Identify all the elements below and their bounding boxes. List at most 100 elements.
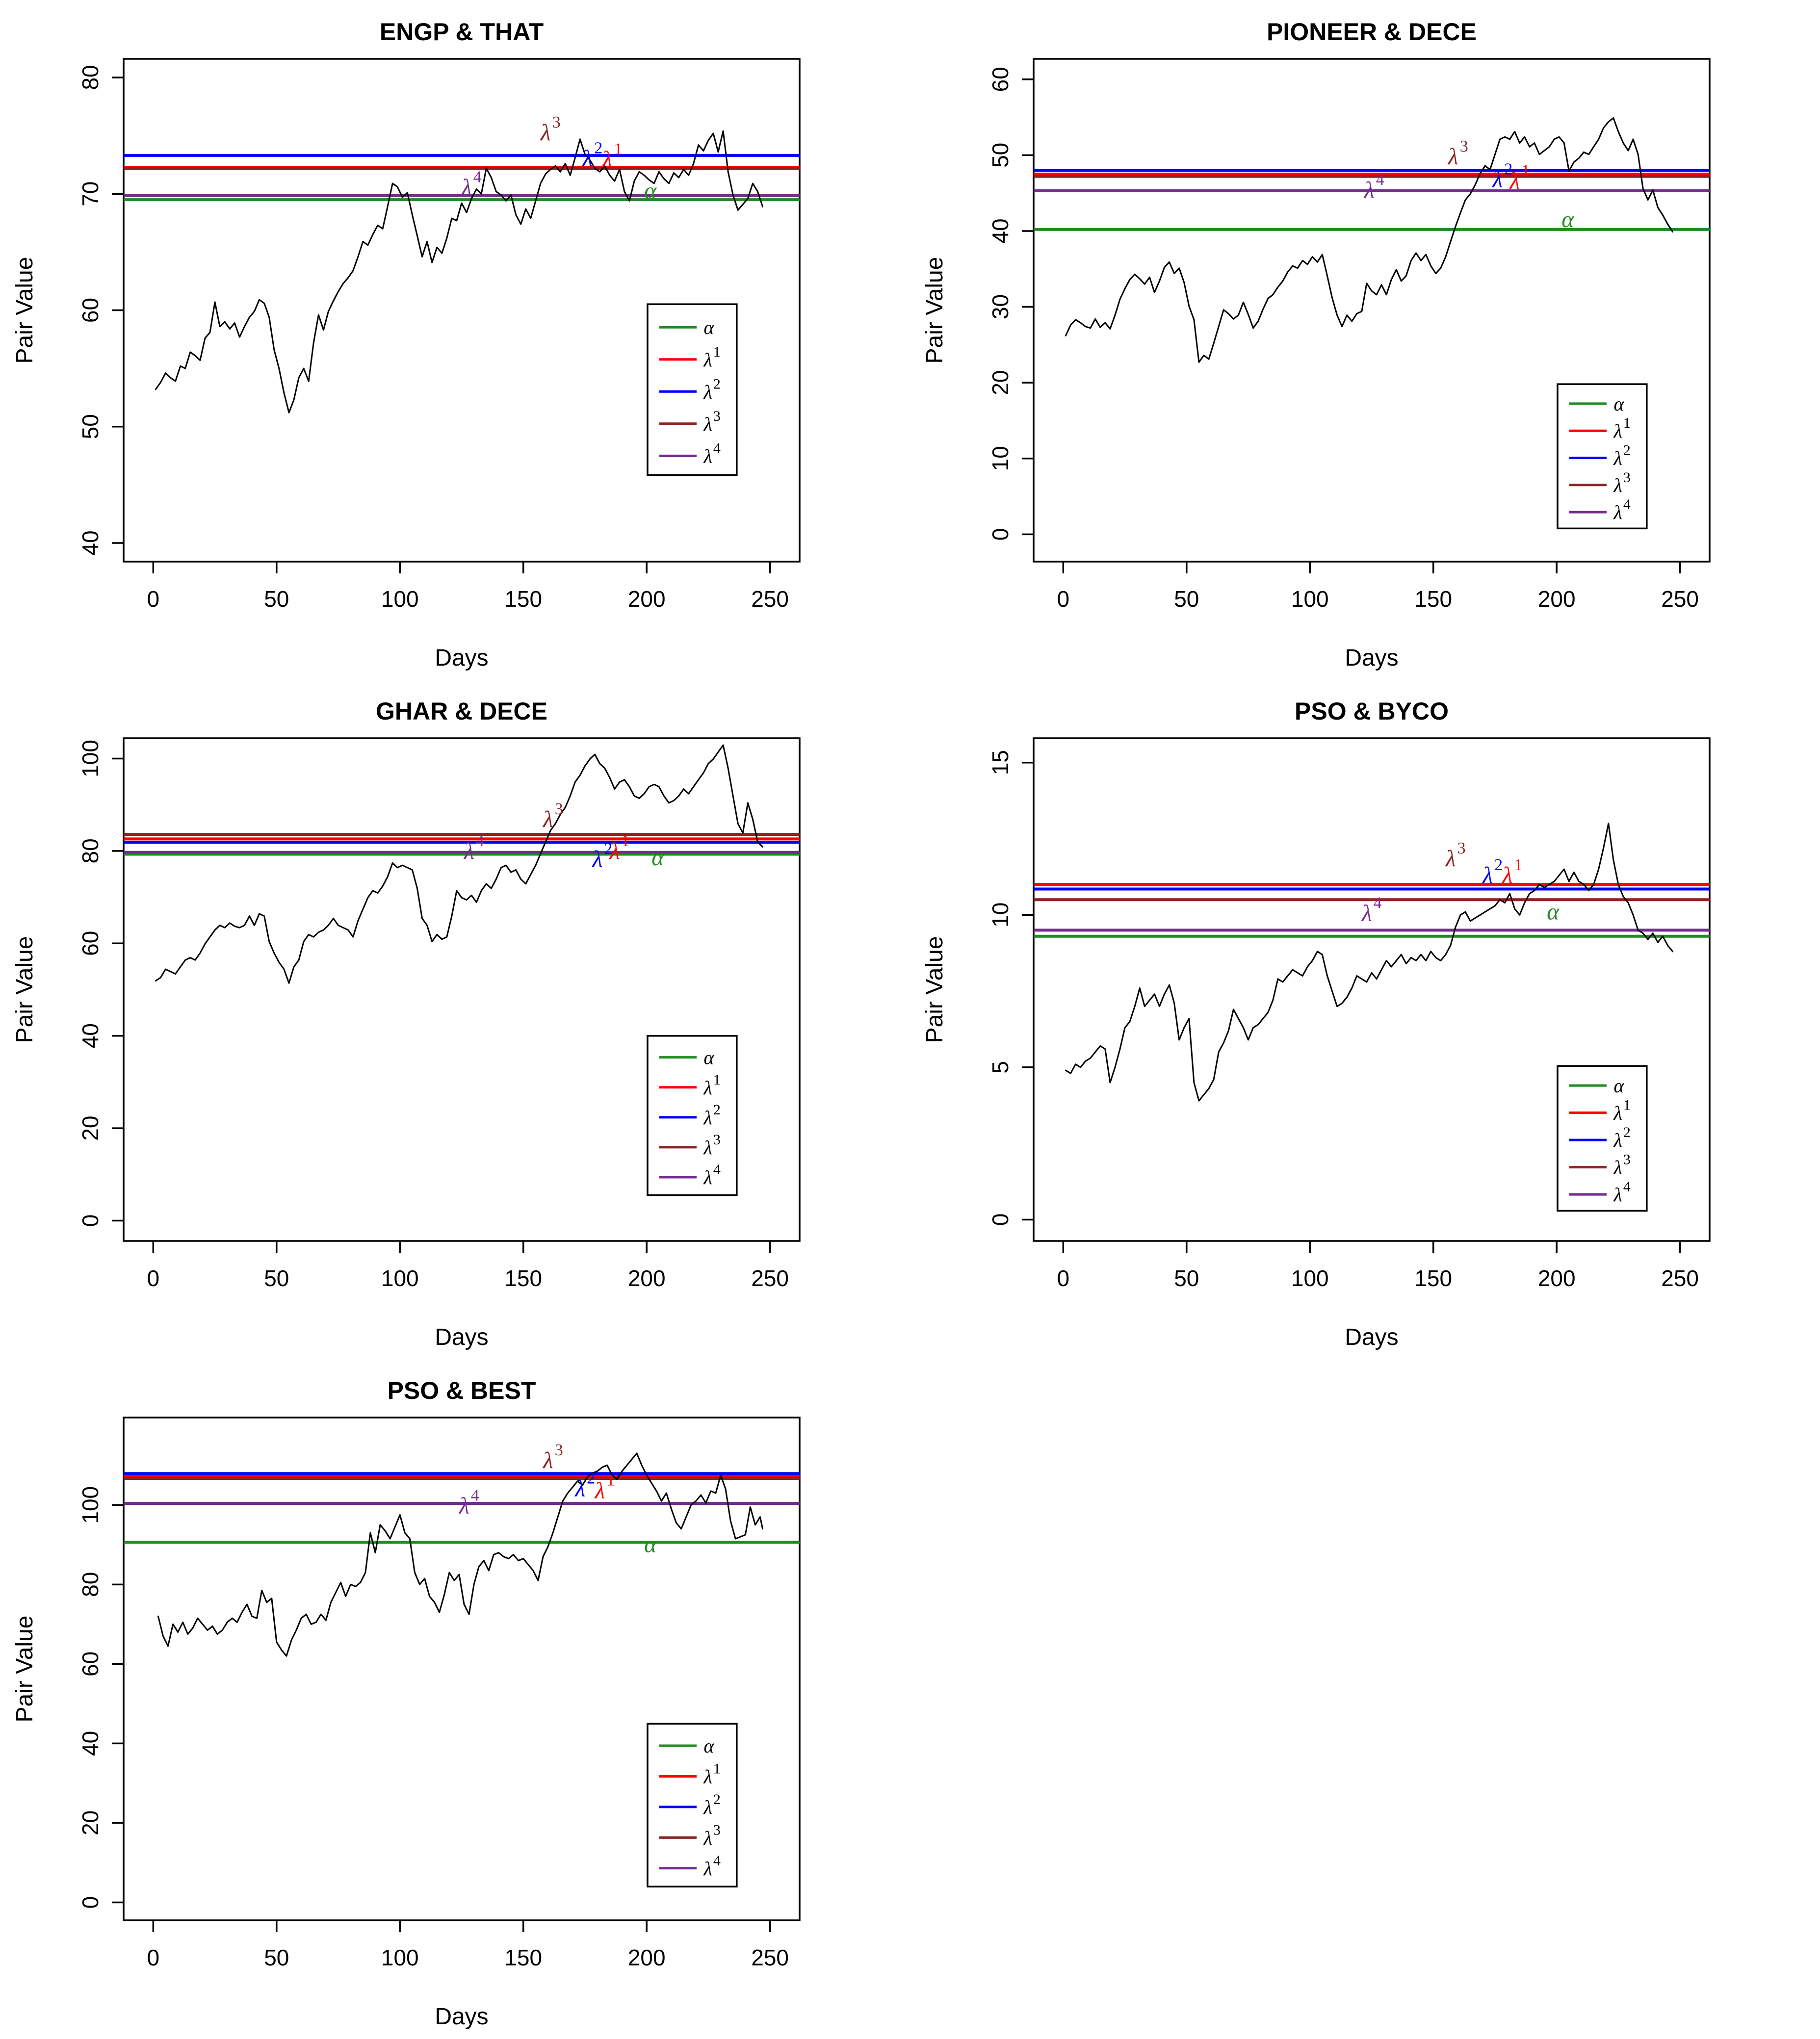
x-tick-label: 50	[264, 586, 289, 612]
y-tick-label: 60	[988, 67, 1013, 92]
legend-label-lambda2: λ2	[703, 1102, 721, 1129]
x-axis-label: Days	[435, 1324, 488, 1350]
x-tick-label: 0	[147, 586, 160, 612]
x-tick-label: 100	[1291, 1265, 1329, 1291]
annotation-lambda1: λ1	[1502, 856, 1523, 888]
y-tick-label: 60	[78, 1652, 103, 1677]
x-tick-label: 200	[1538, 586, 1576, 612]
y-tick-label: 80	[78, 838, 103, 863]
legend-label-lambda1: λ1	[703, 1760, 721, 1787]
y-tick-label: 40	[78, 530, 103, 555]
y-tick-label: 60	[78, 931, 103, 956]
y-axis-label: Pair Value	[12, 936, 38, 1043]
annotation-lambda3: λ3	[540, 113, 561, 146]
x-tick-label: 250	[1661, 1265, 1699, 1291]
chart-title: GHAR & DECE	[376, 697, 547, 725]
annotation-lambda2: λ2	[574, 1469, 595, 1501]
y-tick-label: 0	[78, 1896, 103, 1909]
x-tick-label: 100	[1291, 586, 1329, 612]
x-tick-label: 150	[1414, 1265, 1452, 1291]
legend-label-lambda2: λ2	[1613, 1124, 1631, 1151]
y-tick-label: 80	[78, 1572, 103, 1597]
legend-label-lambda4: λ4	[703, 1853, 721, 1880]
y-tick-label: 0	[988, 1213, 1013, 1226]
annotation-lambda2: λ2	[592, 840, 613, 872]
series-pair-value	[157, 1452, 764, 1657]
annotation-lambda1: λ1	[594, 1471, 615, 1503]
x-tick-label: 50	[1174, 586, 1199, 612]
series-pair-value	[155, 130, 764, 413]
legend-label-lambda1: λ1	[703, 1072, 721, 1099]
x-tick-label: 0	[147, 1945, 160, 1970]
legend-label-lambda3: λ3	[1613, 469, 1631, 496]
x-tick-label: 250	[751, 1945, 789, 1970]
x-tick-label: 0	[1057, 1265, 1070, 1291]
annotation-lambda1: λ1	[601, 140, 623, 173]
legend-label-lambda3: λ3	[703, 1132, 721, 1159]
x-tick-label: 150	[504, 1265, 542, 1291]
x-tick-label: 0	[1057, 586, 1070, 612]
legend-box	[647, 303, 738, 476]
legend-box	[647, 1035, 738, 1196]
x-tick-label: 200	[628, 1945, 666, 1970]
legend-label-alpha: α	[1614, 393, 1625, 415]
y-tick-label: 20	[78, 1810, 103, 1835]
y-tick-label: 30	[988, 294, 1013, 319]
annotation-alpha: α	[1547, 899, 1560, 925]
chart-panel-pioneer-dece: PIONEER & DECE 0 50 100 150 200 250 0 10 20 30 40 50…	[910, 0, 1820, 679]
annotation-lambda1: λ1	[1509, 161, 1530, 194]
plot-svg-engp-that: ENGP & THAT 0 50 100 150 200 250 40 50 60 70 80 Days…	[12, 18, 801, 671]
y-tick-label: 5	[988, 1061, 1013, 1074]
series-pair-value	[1065, 117, 1674, 363]
annotation-lambda3: λ3	[1445, 839, 1466, 872]
annotation-lambda4: λ4	[463, 832, 484, 864]
x-tick-label: 250	[751, 1265, 789, 1291]
plot-box	[1033, 58, 1711, 563]
x-tick-label: 200	[628, 1265, 666, 1291]
y-axis-label: Pair Value	[922, 936, 948, 1043]
x-tick-label: 50	[264, 1265, 289, 1291]
plot-svg-ghar-dece: GHAR & DECE 0 50 100 150 200 250 0 20 40 60 80 100 Da…	[12, 697, 801, 1350]
legend-label-lambda4: λ4	[703, 440, 721, 467]
annotation-lambda2: λ2	[1491, 160, 1512, 192]
x-tick-label: 250	[1661, 586, 1699, 612]
plot-box	[123, 1417, 801, 1921]
annotation-lambda4: λ4	[458, 1486, 479, 1519]
legend-label-alpha: α	[704, 1047, 715, 1069]
y-tick-label: 20	[78, 1116, 103, 1141]
legend-label-lambda3: λ3	[1613, 1152, 1631, 1179]
plot-svg-pso-byco: PSO & BYCO 0 50 100 150 200 250 0 5 10 15 Days Pair …	[922, 697, 1711, 1350]
legend-box	[1557, 1065, 1648, 1212]
y-tick-label: 80	[78, 65, 103, 90]
y-axis-label: Pair Value	[12, 1616, 38, 1723]
y-axis-label: Pair Value	[922, 257, 948, 364]
legend-label-lambda2: λ2	[703, 1791, 721, 1818]
x-axis-label: Days	[435, 645, 488, 671]
y-tick-label: 100	[78, 740, 103, 777]
x-axis-label: Days	[1345, 645, 1398, 671]
x-tick-label: 50	[1174, 1265, 1199, 1291]
x-tick-label: 100	[381, 1265, 419, 1291]
annotation-alpha: α	[644, 178, 657, 204]
x-axis-label: Days	[435, 2004, 488, 2030]
plot-box	[1033, 737, 1711, 1242]
y-tick-label: 50	[78, 414, 103, 439]
legend-label-alpha: α	[704, 316, 715, 338]
x-tick-label: 100	[381, 586, 419, 612]
x-tick-label: 250	[751, 586, 789, 612]
x-tick-label: 200	[1538, 1265, 1576, 1291]
annotation-lambda2: λ2	[1482, 856, 1503, 888]
chart-panel-engp-that: ENGP & THAT 0 50 100 150 200 250 40 50 60 70 80 Days…	[0, 0, 910, 679]
annotation-lambda2: λ2	[581, 139, 602, 171]
y-tick-label: 40	[988, 218, 1013, 243]
annotation-lambda1: λ1	[609, 832, 630, 864]
annotation-lambda3: λ3	[1447, 137, 1468, 170]
legend-label-lambda1: λ1	[1613, 415, 1631, 442]
y-tick-label: 40	[78, 1023, 103, 1048]
legend-label-lambda4: λ4	[703, 1161, 721, 1188]
legend-label-lambda2: λ2	[703, 376, 721, 403]
series-pair-value	[155, 744, 764, 984]
y-tick-label: 0	[988, 528, 1013, 541]
x-axis-label: Days	[1345, 1324, 1398, 1350]
y-tick-label: 10	[988, 446, 1013, 471]
